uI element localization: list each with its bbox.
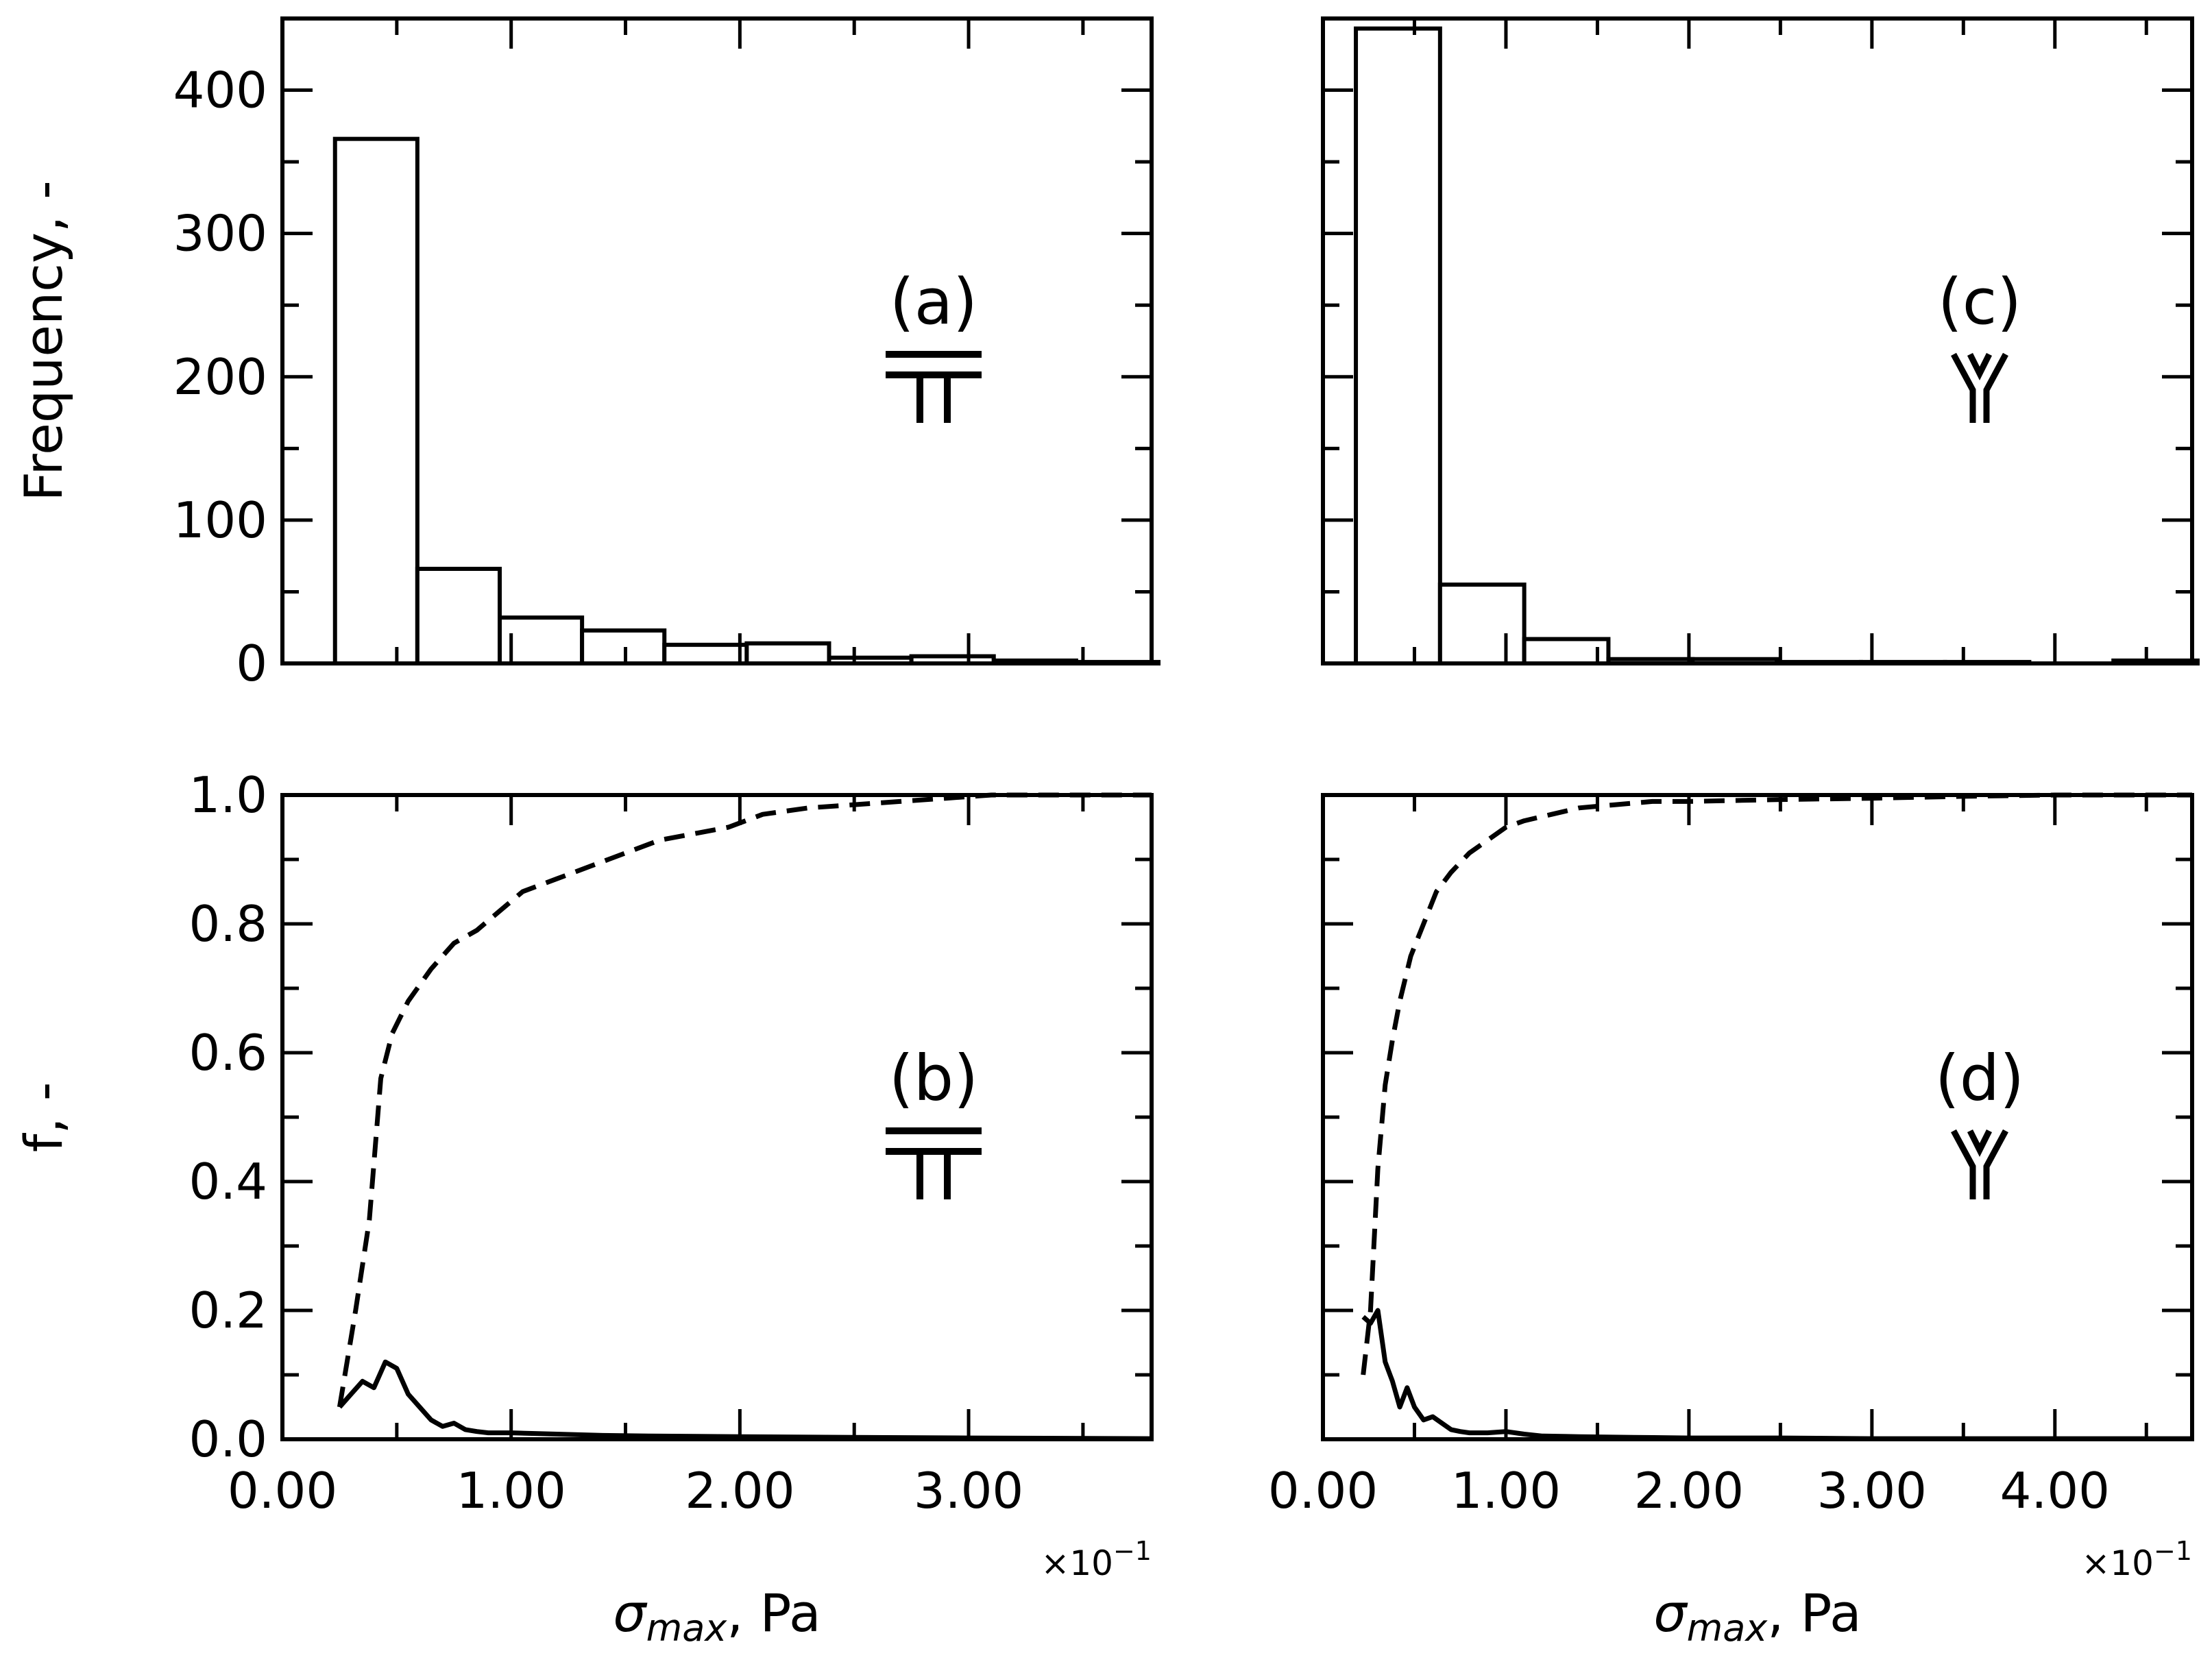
axes-frame xyxy=(1321,16,2194,665)
x-multiplier-base: ×10 xyxy=(1041,1543,1113,1583)
panel-b: 0.0 0.2 0.4 0.6 0.8 1.0 0.00 1.00 2.00 3.00 ×10−1 σ… xyxy=(13,766,1154,1650)
panel-d: 0.00 1.00 2.00 3.00 4.00 ×10−1 σmax, Pa (d) xyxy=(1268,792,2194,1650)
junction-symbol-d xyxy=(1951,1129,2008,1199)
x-axis-label-unit: , Pa xyxy=(1767,1582,1861,1643)
x-axis-label-unit: , Pa xyxy=(727,1582,821,1643)
x-tick-label: 3.00 xyxy=(914,1462,1023,1519)
junction-symbol-b xyxy=(886,1127,982,1199)
y-axis-label: Frequency, - xyxy=(13,180,74,501)
symbol-stroke xyxy=(1967,1129,1993,1158)
x-multiplier-label: ×10−1 xyxy=(1041,1536,1152,1583)
x-tick-label: 0.00 xyxy=(1268,1462,1378,1519)
y-tick-label: 0.6 xyxy=(189,1024,267,1081)
x-tick-label: 2.00 xyxy=(685,1462,794,1519)
series-frequency-line xyxy=(337,1359,1152,1441)
y-tick-label: 0.0 xyxy=(189,1410,267,1468)
y-tick-label: 400 xyxy=(173,62,267,119)
histogram-bar xyxy=(662,642,749,665)
x-axis-label: σmax, Pa xyxy=(1653,1582,1861,1650)
y-tick-label: 0.8 xyxy=(189,895,267,953)
junction-symbol-a xyxy=(886,351,982,423)
histogram-bar xyxy=(1522,637,1611,665)
x-tick-label: 1.00 xyxy=(1451,1462,1561,1519)
histogram-bar xyxy=(332,136,420,666)
panel-label: (b) xyxy=(889,1042,978,1115)
y-tick-label: 0.4 xyxy=(189,1153,267,1210)
x-axis-label: σmax, Pa xyxy=(613,1582,821,1650)
x-tick-label: 1.00 xyxy=(457,1462,566,1519)
panel-label: (a) xyxy=(890,265,977,339)
symbol-stroke xyxy=(1951,1129,1976,1199)
x-tick-label: 3.00 xyxy=(1817,1462,1927,1519)
panel-label: (d) xyxy=(1935,1042,2024,1115)
x-axis-label-symbol: σ xyxy=(613,1582,648,1643)
x-axis-label-symbol: σ xyxy=(1653,1582,1688,1643)
x-axis-label-subscript: max xyxy=(646,1606,728,1650)
y-axis-label: f, - xyxy=(13,1082,74,1153)
symbol-stroke xyxy=(1983,1129,2008,1199)
x-tick-label: 2.00 xyxy=(1634,1462,1744,1519)
histogram-bar xyxy=(580,628,667,665)
histogram-bar xyxy=(744,641,831,665)
junction-symbol-c xyxy=(1951,352,2008,423)
x-axis-label-subscript: max xyxy=(1687,1606,1769,1650)
panel-label: (c) xyxy=(1938,265,2021,339)
y-tick-label: 0.2 xyxy=(189,1282,267,1339)
y-tick-label: 1.0 xyxy=(189,766,267,824)
x-multiplier-exponent: −1 xyxy=(2154,1536,2192,1566)
axes-frame xyxy=(280,16,1154,665)
series-cumulative-line xyxy=(1361,792,2192,1376)
series-cumulative-line xyxy=(337,792,1152,1408)
panel-c: (c) xyxy=(1321,16,2200,666)
panel-a: 0 100 200 300 400 Frequency, - (a) xyxy=(13,16,1161,692)
y-tick-label: 100 xyxy=(173,491,267,549)
y-tick-label: 200 xyxy=(173,348,267,406)
histogram-bar xyxy=(1437,582,1527,665)
histogram-bar xyxy=(415,566,502,666)
y-tick-label: 300 xyxy=(173,205,267,262)
x-multiplier-base: ×10 xyxy=(2081,1543,2154,1583)
x-multiplier-exponent: −1 xyxy=(1113,1536,1152,1566)
symbol-stroke xyxy=(1951,352,1976,423)
histogram-bar xyxy=(1354,26,1442,666)
x-tick-label: 4.00 xyxy=(2000,1462,2110,1519)
y-tick-label: 0 xyxy=(236,635,267,692)
symbol-stroke xyxy=(1967,352,1993,381)
x-multiplier-label: ×10−1 xyxy=(2081,1536,2192,1583)
x-tick-label: 0.00 xyxy=(228,1462,337,1519)
symbol-stroke xyxy=(1983,352,2008,423)
